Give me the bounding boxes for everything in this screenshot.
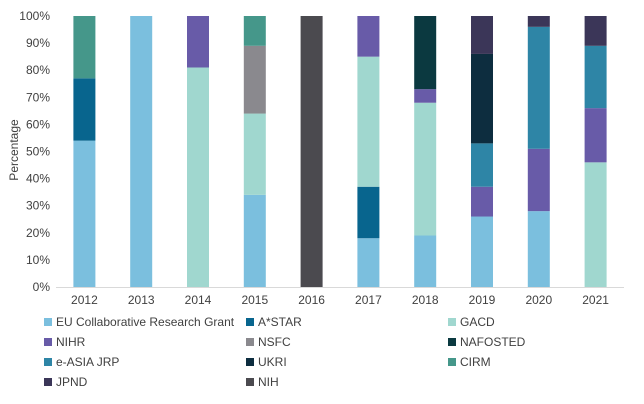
bar-segment [527, 148, 550, 212]
bar-segment [73, 78, 96, 141]
x-tick-label: 2012 [71, 293, 98, 307]
bar-segment [73, 16, 96, 79]
bar-segment [584, 108, 607, 163]
x-tick-label: 2014 [185, 293, 212, 307]
legend-swatch [448, 318, 456, 326]
legend-label: EU Collaborative Research Grant [56, 315, 235, 329]
y-tick-label: 40% [26, 172, 50, 186]
bar-segment [471, 186, 493, 217]
legend-swatch [246, 318, 254, 326]
bar-segment [243, 16, 266, 46]
y-tick-label: 90% [26, 36, 50, 50]
legend-swatch [246, 338, 254, 346]
bar-segment [584, 45, 607, 109]
legend-label: NIH [258, 375, 279, 389]
legend-label: UKRI [258, 355, 287, 369]
x-tick-label: 2016 [298, 293, 325, 307]
bar-segment [357, 186, 380, 239]
bar-segment [527, 16, 550, 27]
bar-segment [414, 89, 437, 103]
legend-swatch [44, 318, 52, 326]
bar-segment [243, 45, 266, 114]
bar-segment [414, 235, 437, 287]
bar-segment [414, 102, 437, 236]
bar-segment [300, 16, 323, 287]
bar-segment [414, 16, 437, 90]
bar-segment [584, 162, 607, 287]
bars-group [73, 16, 607, 288]
bar-segment [584, 16, 607, 46]
legend-swatch [448, 358, 456, 366]
x-tick-label: 2015 [241, 293, 268, 307]
bar-segment [471, 143, 493, 187]
x-tick-label: 2018 [412, 293, 439, 307]
y-tick-label: 100% [19, 9, 50, 23]
legend-label: e-ASIA JRP [56, 355, 119, 369]
x-tick-label: 2021 [582, 293, 609, 307]
y-tick-label: 20% [26, 226, 50, 240]
y-tick-label: 80% [26, 63, 50, 77]
bar-segment [357, 16, 380, 57]
y-tick-label: 10% [26, 253, 50, 267]
legend-swatch [44, 378, 52, 386]
legend: EU Collaborative Research Grant A*STAR GAC… [44, 315, 526, 389]
bar-segment [243, 113, 266, 195]
bar-segment [357, 56, 380, 187]
y-tick-label: 70% [26, 90, 50, 104]
bar-segment [471, 16, 493, 54]
bar-segment [357, 238, 380, 287]
legend-swatch [246, 358, 254, 366]
legend-swatch [44, 338, 52, 346]
legend-swatch [448, 338, 456, 346]
bar-segment [527, 26, 550, 149]
y-tick-label: 30% [26, 199, 50, 213]
legend-swatch [246, 378, 254, 386]
y-axis-ticks: 0% 10% 20% 30% 40% 50% 60% 70% 80% 90% 100% [19, 9, 50, 294]
legend-swatch [44, 358, 52, 366]
x-axis-ticks: 2012 2013 2014 2015 2016 2017 2018 2019 2020 2021 [71, 293, 609, 307]
bar-segment [243, 194, 266, 287]
legend-label: JPND [56, 375, 88, 389]
bar-segment [471, 216, 493, 287]
x-tick-label: 2020 [525, 293, 552, 307]
y-tick-label: 0% [33, 280, 51, 294]
y-tick-label: 50% [26, 145, 50, 159]
bar-segment [73, 140, 96, 287]
legend-label: NIHR [56, 335, 86, 349]
y-axis-label: Percentage [7, 119, 21, 181]
y-tick-label: 60% [26, 117, 50, 131]
x-tick-label: 2013 [128, 293, 155, 307]
bar-segment [527, 211, 550, 287]
bar-segment [187, 16, 209, 68]
legend-label: GACD [460, 315, 495, 329]
bar-segment [471, 53, 493, 144]
legend-label: CIRM [460, 355, 491, 369]
bar-segment [187, 67, 209, 288]
x-tick-label: 2017 [355, 293, 382, 307]
x-tick-label: 2019 [469, 293, 496, 307]
bar-segment [130, 16, 153, 287]
legend-label: NAFOSTED [460, 335, 526, 349]
legend-label: NSFC [258, 335, 291, 349]
legend-label: A*STAR [258, 315, 302, 329]
